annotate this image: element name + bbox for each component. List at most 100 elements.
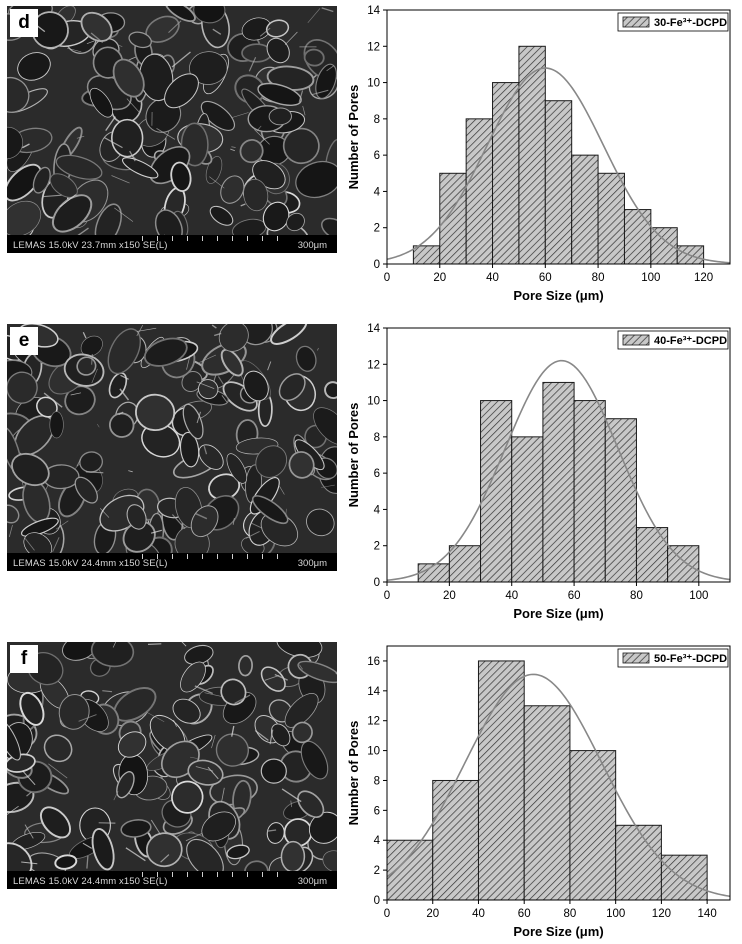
histogram-bar bbox=[481, 401, 512, 582]
sem-image-e: e LEMAS 15.0kV 24.4mm x150 SE(L) 300μm bbox=[7, 324, 337, 571]
x-tick-label: 20 bbox=[433, 272, 446, 284]
sem-pore bbox=[281, 841, 305, 872]
y-tick-label: 2 bbox=[374, 223, 380, 235]
y-tick-label: 14 bbox=[367, 686, 380, 698]
y-axis-label: Number of Pores bbox=[346, 85, 361, 190]
histogram-bar bbox=[616, 825, 662, 900]
legend-swatch bbox=[623, 335, 649, 345]
x-tick-label: 60 bbox=[518, 908, 531, 920]
x-tick-label: 20 bbox=[426, 908, 439, 920]
panel-letter-d: d bbox=[10, 9, 38, 37]
x-tick-label: 100 bbox=[606, 908, 625, 920]
histogram-bar bbox=[413, 246, 439, 264]
y-tick-label: 6 bbox=[374, 468, 380, 480]
histogram-bar bbox=[624, 210, 650, 264]
x-tick-label: 120 bbox=[694, 272, 713, 284]
sem-pore bbox=[50, 412, 64, 438]
histogram-bar bbox=[605, 419, 636, 582]
y-tick-label: 8 bbox=[374, 114, 380, 126]
histogram-bar bbox=[574, 401, 605, 582]
y-tick-label: 0 bbox=[374, 577, 380, 589]
x-axis-label: Pore Size (μm) bbox=[513, 924, 603, 939]
histogram-chart-e: 0 20 40 60 80 100 0 2 4 6 8 10 12 14 Pore Size (μm) Num… bbox=[340, 318, 742, 628]
histogram-bar bbox=[466, 119, 492, 264]
histogram-bar bbox=[661, 855, 707, 900]
sem-pore bbox=[304, 49, 325, 67]
x-tick-label: 60 bbox=[568, 590, 581, 602]
histogram-bar bbox=[524, 706, 570, 900]
x-tick-label: 40 bbox=[472, 908, 485, 920]
panel-letter-e: e bbox=[10, 327, 38, 355]
histogram-bar bbox=[572, 155, 598, 264]
sem-texture-f bbox=[7, 642, 337, 889]
sem-scale-label: 300μm bbox=[298, 876, 327, 887]
x-tick-label: 140 bbox=[698, 908, 717, 920]
histogram-bar bbox=[570, 751, 616, 900]
histogram-bar bbox=[519, 46, 545, 264]
sem-pore bbox=[238, 655, 252, 675]
x-tick-label: 120 bbox=[652, 908, 671, 920]
y-tick-label: 0 bbox=[374, 259, 380, 271]
x-axis-label: Pore Size (μm) bbox=[513, 288, 603, 303]
histogram-bar bbox=[440, 173, 466, 264]
y-tick-label: 12 bbox=[367, 716, 380, 728]
y-tick-label: 12 bbox=[367, 41, 380, 53]
legend-label: 40-Fe³⁺-DCPD bbox=[654, 335, 727, 347]
legend-swatch bbox=[623, 653, 649, 663]
y-tick-label: 8 bbox=[374, 775, 380, 787]
x-tick-label: 0 bbox=[384, 272, 390, 284]
y-tick-label: 12 bbox=[367, 359, 380, 371]
y-tick-label: 10 bbox=[367, 396, 380, 408]
y-tick-label: 4 bbox=[374, 835, 381, 847]
x-tick-label: 100 bbox=[641, 272, 660, 284]
y-axis-label: Number of Pores bbox=[346, 403, 361, 508]
x-tick-label: 80 bbox=[630, 590, 643, 602]
x-axis-label: Pore Size (μm) bbox=[513, 606, 603, 621]
sem-scale-label: 300μm bbox=[298, 240, 327, 251]
histogram-bar bbox=[636, 528, 667, 582]
y-axis-label: Number of Pores bbox=[346, 721, 361, 826]
panel-d: d LEMAS 15.0kV 23.7mm x150 SE(L) 300μm 0… bbox=[0, 0, 742, 310]
histogram-bar bbox=[387, 840, 433, 900]
histogram-bar bbox=[545, 101, 571, 264]
y-tick-label: 6 bbox=[374, 150, 380, 162]
x-tick-label: 80 bbox=[592, 272, 605, 284]
y-tick-label: 14 bbox=[367, 323, 380, 335]
histogram-bar bbox=[418, 564, 449, 582]
y-tick-label: 2 bbox=[374, 865, 380, 877]
histogram-bar bbox=[598, 173, 624, 264]
histogram-bar bbox=[543, 382, 574, 582]
panel-f: f LEMAS 15.0kV 24.4mm x150 SE(L) 300μm 0… bbox=[0, 636, 742, 944]
y-tick-label: 4 bbox=[374, 504, 381, 516]
y-tick-label: 16 bbox=[367, 656, 380, 668]
y-tick-label: 2 bbox=[374, 541, 380, 553]
sem-texture-d bbox=[7, 6, 337, 253]
sem-pore bbox=[261, 758, 287, 783]
histogram-bar bbox=[512, 437, 543, 582]
sem-texture-e bbox=[7, 324, 337, 571]
y-tick-label: 6 bbox=[374, 805, 380, 817]
panel-letter-f: f bbox=[10, 645, 38, 673]
sem-strand bbox=[92, 354, 93, 365]
sem-strand bbox=[148, 644, 161, 645]
histogram-bar bbox=[449, 546, 480, 582]
x-tick-label: 60 bbox=[539, 272, 552, 284]
y-tick-label: 4 bbox=[374, 186, 381, 198]
x-tick-label: 20 bbox=[443, 590, 456, 602]
x-tick-label: 40 bbox=[505, 590, 518, 602]
legend-label: 50-Fe³⁺-DCPD bbox=[654, 653, 727, 665]
y-tick-label: 0 bbox=[374, 895, 380, 907]
sem-pore bbox=[269, 108, 292, 126]
legend-swatch bbox=[623, 17, 649, 27]
x-tick-label: 40 bbox=[486, 272, 499, 284]
y-tick-label: 14 bbox=[367, 5, 380, 17]
sem-info-text: LEMAS 15.0kV 24.4mm x150 SE(L) bbox=[13, 876, 168, 887]
y-tick-label: 8 bbox=[374, 432, 380, 444]
x-tick-label: 100 bbox=[689, 590, 708, 602]
y-tick-label: 10 bbox=[367, 78, 380, 90]
sem-image-f: f LEMAS 15.0kV 24.4mm x150 SE(L) 300μm bbox=[7, 642, 337, 889]
sem-image-d: d LEMAS 15.0kV 23.7mm x150 SE(L) 300μm bbox=[7, 6, 337, 253]
x-tick-label: 0 bbox=[384, 590, 390, 602]
sem-scale-label: 300μm bbox=[298, 558, 327, 569]
x-tick-label: 0 bbox=[384, 908, 390, 920]
